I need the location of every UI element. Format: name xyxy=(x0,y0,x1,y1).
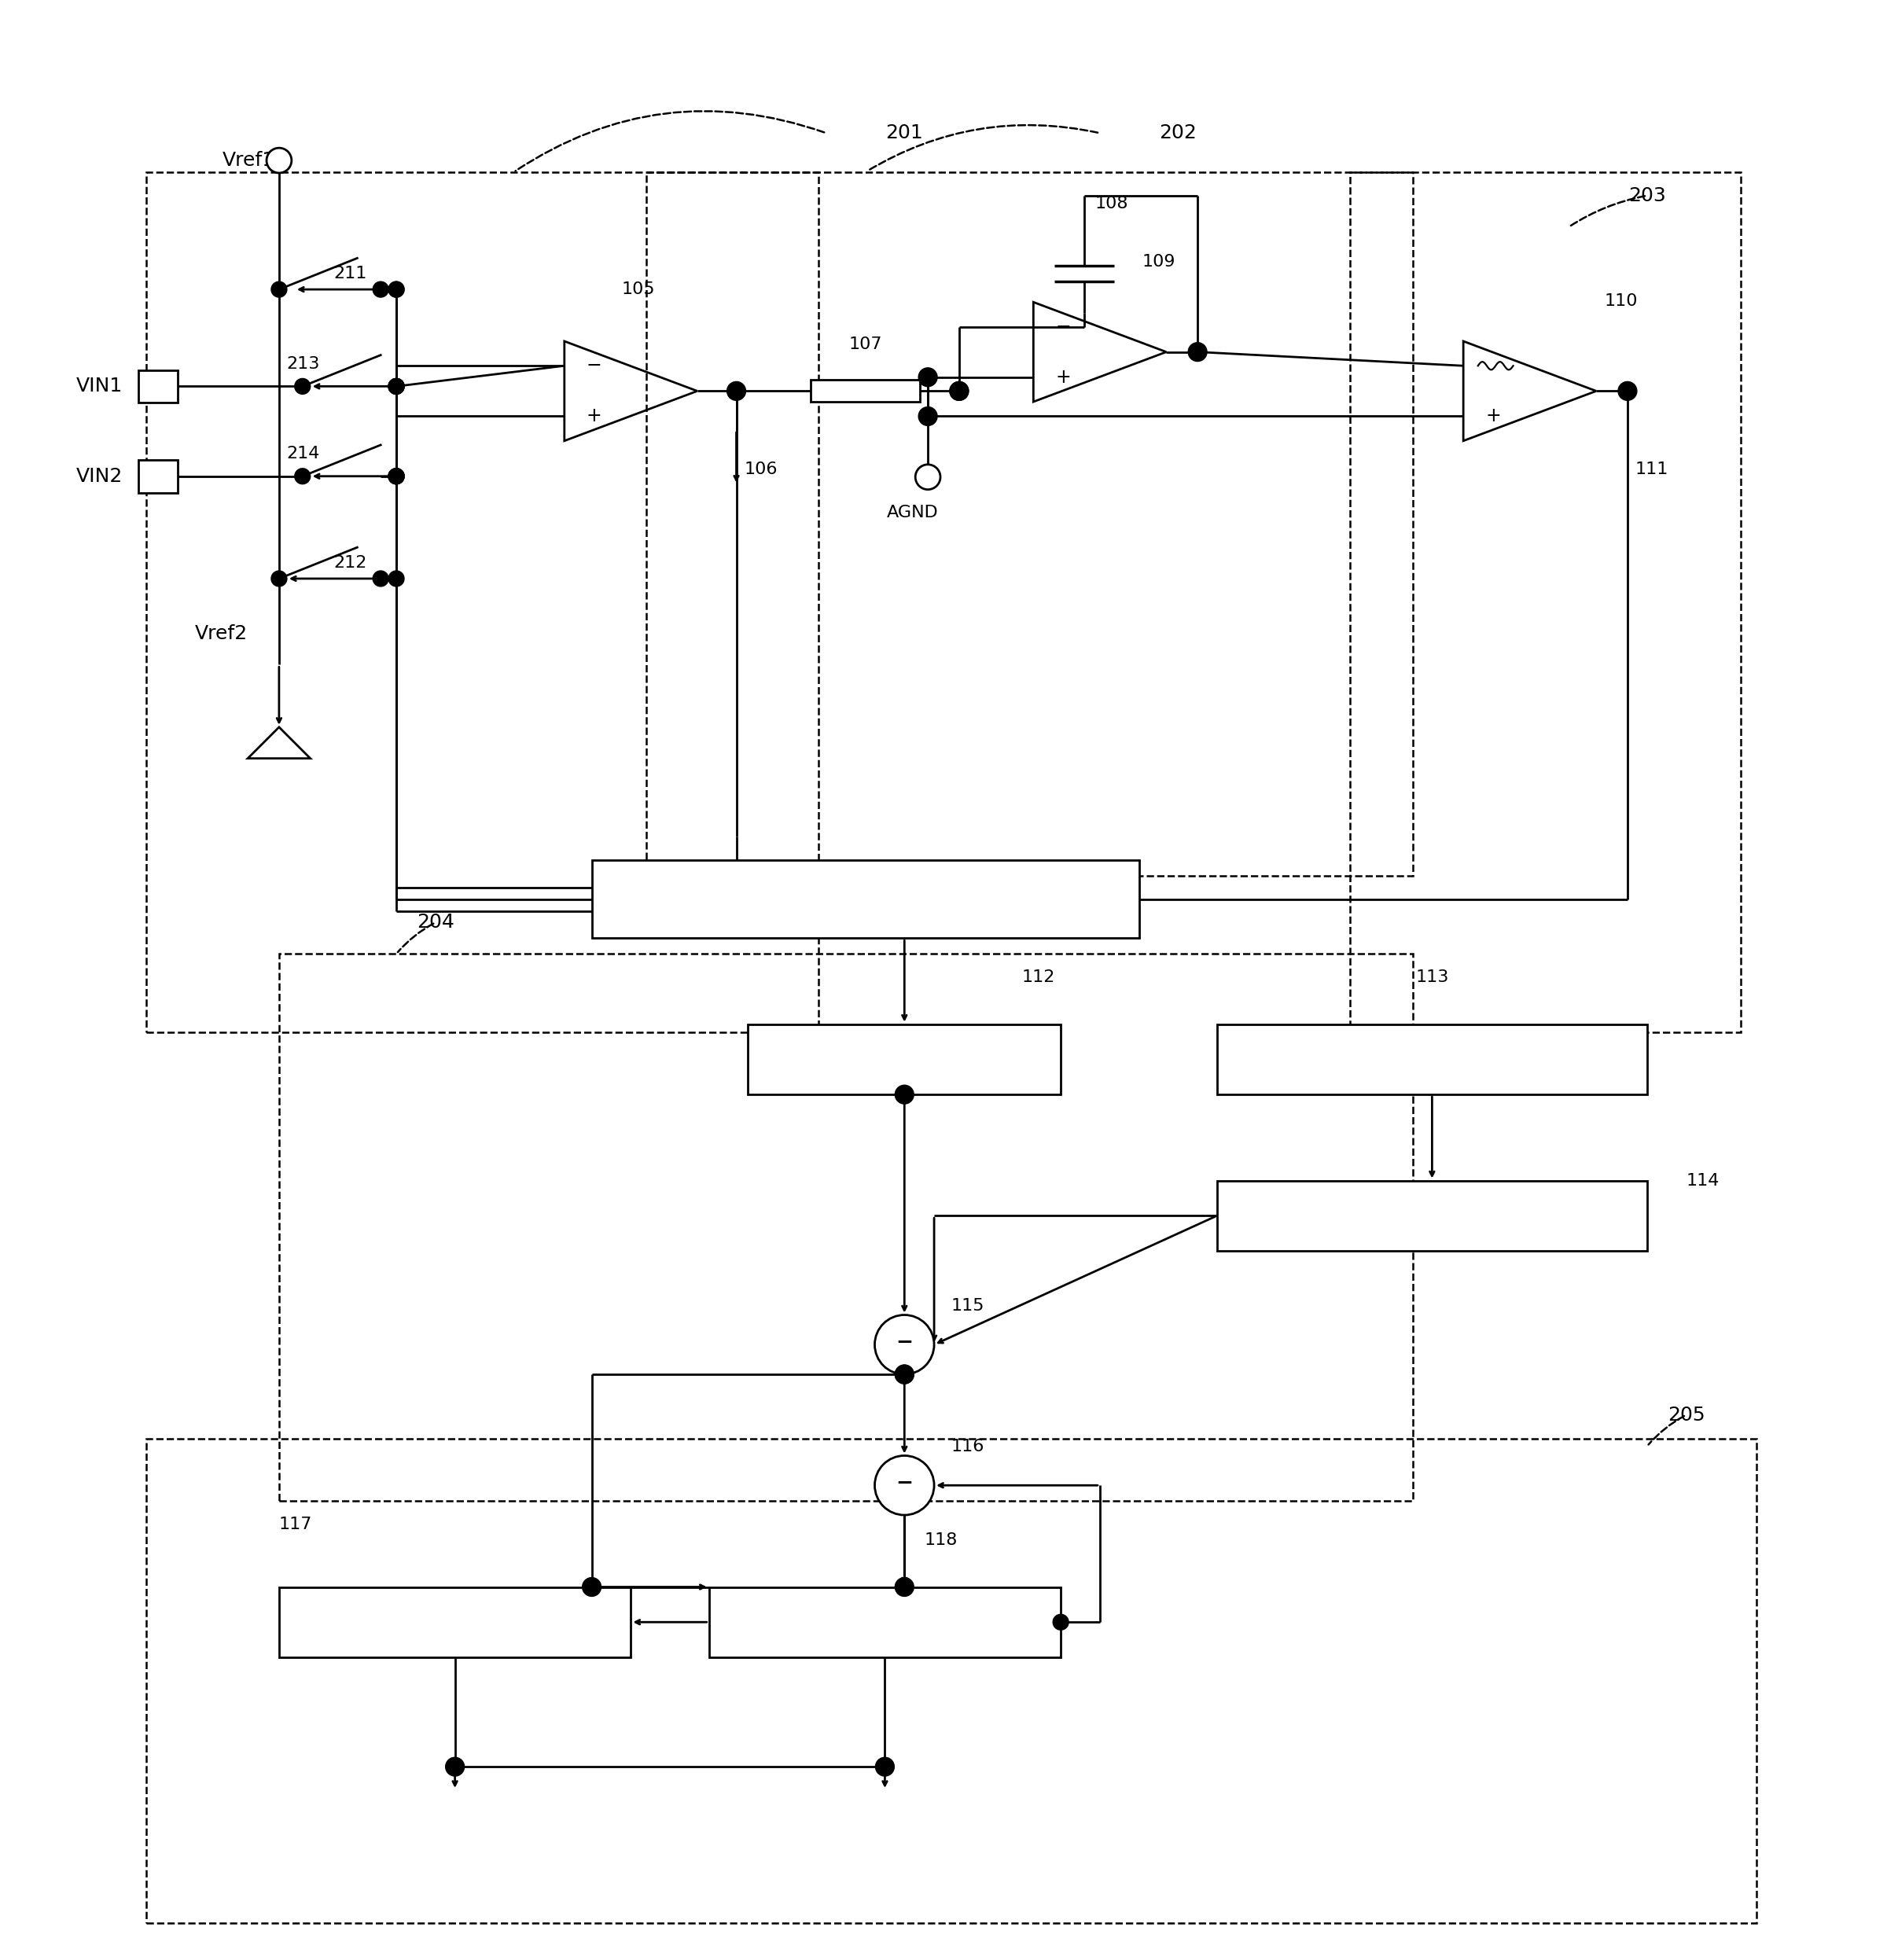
Circle shape xyxy=(389,378,404,394)
Circle shape xyxy=(389,468,404,484)
Text: 202: 202 xyxy=(1159,123,1196,143)
Text: 201: 201 xyxy=(885,123,923,143)
Bar xyxy=(1217,1180,1647,1250)
Text: +: + xyxy=(1485,408,1500,425)
Circle shape xyxy=(1053,1615,1068,1631)
Bar xyxy=(138,461,177,492)
Text: 203: 203 xyxy=(1628,186,1666,206)
Circle shape xyxy=(266,147,292,172)
Text: 116: 116 xyxy=(951,1439,985,1454)
Text: 213: 213 xyxy=(287,357,321,372)
Text: +: + xyxy=(587,408,602,425)
Text: Vref1: Vref1 xyxy=(223,151,276,171)
Circle shape xyxy=(389,282,404,298)
Text: AGND: AGND xyxy=(887,504,938,519)
Text: 109: 109 xyxy=(1142,255,1176,270)
Circle shape xyxy=(894,1364,913,1384)
Text: 211: 211 xyxy=(334,267,368,282)
Circle shape xyxy=(389,468,404,484)
Text: VIN1: VIN1 xyxy=(75,376,123,396)
Text: 214: 214 xyxy=(287,445,321,461)
Text: −: − xyxy=(1055,318,1072,335)
Text: 115: 115 xyxy=(951,1298,985,1313)
Circle shape xyxy=(894,1364,913,1384)
Text: Control Logic: Control Logic xyxy=(800,890,930,909)
Circle shape xyxy=(294,468,309,484)
Circle shape xyxy=(1189,343,1208,361)
Circle shape xyxy=(915,465,940,490)
Text: +: + xyxy=(1055,368,1072,386)
Circle shape xyxy=(876,1456,934,1515)
Text: Data Register 2: Data Register 2 xyxy=(817,1615,953,1631)
Circle shape xyxy=(1619,382,1636,400)
Text: 205: 205 xyxy=(1668,1405,1704,1425)
Text: 117: 117 xyxy=(279,1517,313,1533)
Circle shape xyxy=(294,378,309,394)
Circle shape xyxy=(919,368,938,386)
Circle shape xyxy=(949,382,968,400)
Bar xyxy=(145,172,819,1033)
Bar xyxy=(647,172,1413,876)
Circle shape xyxy=(389,378,404,394)
Bar xyxy=(138,370,177,402)
Circle shape xyxy=(272,570,287,586)
Circle shape xyxy=(726,382,745,400)
Text: −: − xyxy=(896,1333,913,1352)
Circle shape xyxy=(374,282,389,298)
Circle shape xyxy=(876,1315,934,1374)
Text: 107: 107 xyxy=(849,337,881,353)
Bar xyxy=(747,1025,1060,1094)
Text: Vref2: Vref2 xyxy=(194,623,247,643)
Circle shape xyxy=(389,468,404,484)
Circle shape xyxy=(583,1578,602,1595)
Circle shape xyxy=(894,1578,913,1595)
Text: 113: 113 xyxy=(1415,970,1449,986)
Text: 110: 110 xyxy=(1604,294,1638,310)
Bar xyxy=(279,1588,630,1658)
Circle shape xyxy=(389,282,404,298)
Bar xyxy=(1217,1025,1647,1094)
Bar xyxy=(593,860,1140,939)
Bar xyxy=(811,380,921,402)
Text: 112: 112 xyxy=(1021,970,1055,986)
Bar xyxy=(710,1588,1060,1658)
Text: Data Countor: Data Countor xyxy=(845,1051,962,1066)
Circle shape xyxy=(374,570,389,586)
Bar xyxy=(1349,172,1742,1033)
Circle shape xyxy=(389,378,404,394)
Text: 108: 108 xyxy=(1094,196,1128,212)
Bar xyxy=(279,955,1413,1501)
Text: 114: 114 xyxy=(1687,1172,1719,1188)
Text: 105: 105 xyxy=(623,282,655,298)
Text: −: − xyxy=(896,1474,913,1494)
Circle shape xyxy=(445,1758,464,1776)
Text: 106: 106 xyxy=(743,461,777,476)
Bar xyxy=(145,1439,1757,1923)
Circle shape xyxy=(389,378,404,394)
Circle shape xyxy=(389,570,404,586)
Circle shape xyxy=(949,382,968,400)
Text: Offset Register: Offset Register xyxy=(1366,1207,1496,1223)
Circle shape xyxy=(272,282,287,298)
Text: 111: 111 xyxy=(1636,461,1668,476)
Text: −: − xyxy=(587,357,602,374)
Text: VIN2: VIN2 xyxy=(75,466,123,486)
Circle shape xyxy=(894,1086,913,1103)
Text: 212: 212 xyxy=(334,555,368,570)
Text: Constant Register: Constant Register xyxy=(1353,1051,1510,1066)
Circle shape xyxy=(876,1758,894,1776)
Circle shape xyxy=(389,468,404,484)
Text: 118: 118 xyxy=(925,1533,957,1548)
Circle shape xyxy=(919,408,938,425)
Text: Data Register 1: Data Register 1 xyxy=(387,1615,523,1631)
Text: 204: 204 xyxy=(417,913,455,933)
